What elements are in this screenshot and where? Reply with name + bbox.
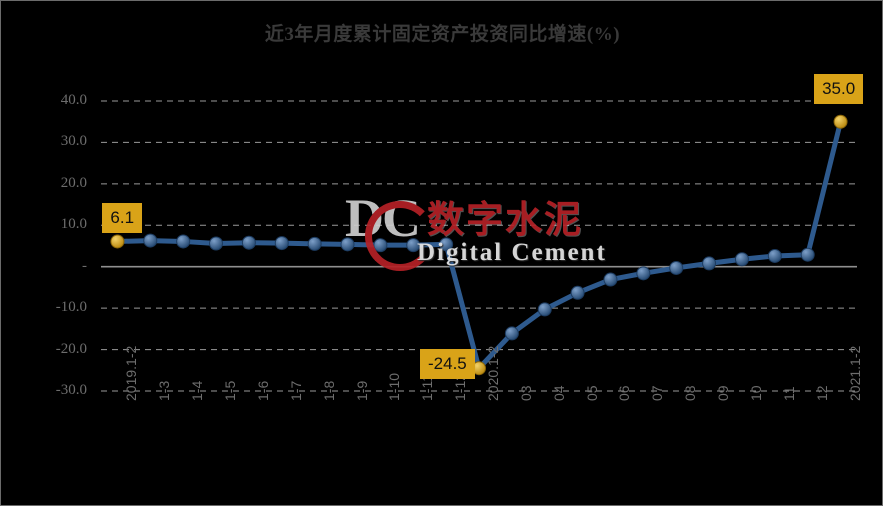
x-axis-tick: 2019.1-2: [123, 345, 140, 401]
x-axis-tick: 1-5: [222, 380, 239, 401]
x-axis-tick: 1-3: [156, 380, 173, 401]
data-point[interactable]: [603, 272, 618, 287]
x-axis-tick: 06: [616, 385, 633, 401]
data-point[interactable]: [636, 266, 651, 281]
x-axis-tick: 1-4: [189, 380, 206, 401]
data-point[interactable]: [406, 238, 421, 253]
x-axis-tick: 10: [747, 385, 764, 401]
x-axis-tick: 07: [649, 385, 666, 401]
x-axis-tick: 1-8: [320, 380, 337, 401]
data-point[interactable]: [176, 234, 191, 249]
x-axis-tick: 04: [550, 385, 567, 401]
y-axis-tick: -20.0: [55, 340, 87, 357]
data-point[interactable]: [570, 285, 585, 300]
x-axis-tick: 05: [583, 385, 600, 401]
x-axis-tick: 1-7: [287, 380, 304, 401]
data-point[interactable]: [439, 237, 454, 252]
series-line: [114, 119, 844, 371]
x-axis-tick: 12: [813, 385, 830, 401]
data-point[interactable]: [537, 302, 552, 317]
data-point[interactable]: [504, 326, 519, 341]
x-axis-tick: 11: [780, 386, 797, 401]
data-point[interactable]: [734, 252, 749, 267]
data-point[interactable]: [669, 260, 684, 275]
y-axis-tick: -30.0: [55, 382, 87, 398]
data-point[interactable]: [307, 236, 322, 251]
data-point[interactable]: [767, 248, 782, 263]
data-point[interactable]: [373, 238, 388, 253]
data-point-label: -24.5: [420, 349, 475, 380]
chart-title: 近3年月度累计固定资产投资同比增速(%): [264, 24, 621, 45]
y-axis-tick: -: [82, 257, 87, 274]
data-point[interactable]: [143, 233, 158, 248]
data-point[interactable]: [241, 235, 256, 250]
data-point[interactable]: [209, 236, 224, 251]
y-axis-tick: 10.0: [60, 216, 87, 233]
x-axis-tick: 1-10: [386, 372, 403, 401]
x-axis-tick: 1-6: [254, 380, 271, 401]
data-point[interactable]: [274, 236, 289, 251]
data-point[interactable]: [800, 247, 815, 262]
x-axis-tick: 08: [682, 385, 699, 401]
y-axis-tick: 20.0: [60, 174, 87, 191]
y-axis-tick: 30.0: [60, 133, 87, 150]
x-axis-tick: 2020.1-2: [485, 345, 501, 401]
data-point[interactable]: [340, 237, 355, 252]
x-axis-tick: 03: [517, 385, 534, 401]
y-axis-tick: -10.0: [55, 299, 87, 316]
x-axis-tick: 09: [715, 385, 732, 401]
y-axis-tick: 40.0: [60, 92, 87, 108]
data-point-label: 6.1: [102, 203, 143, 234]
data-point[interactable]: [702, 256, 717, 271]
data-point-highlighted[interactable]: [110, 234, 125, 249]
x-axis-tick: 2021.1-2: [846, 345, 863, 401]
x-axis-tick: 1-9: [353, 380, 370, 401]
data-point-highlighted[interactable]: [833, 114, 848, 129]
data-point-label: 35.0: [814, 73, 864, 104]
